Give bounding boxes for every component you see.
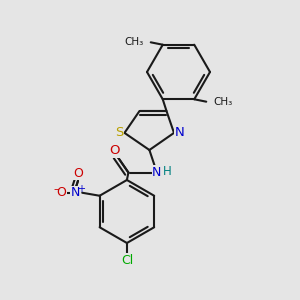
Text: S: S (115, 126, 123, 140)
Text: N: N (152, 166, 162, 179)
Text: –: – (53, 184, 58, 194)
Text: H: H (163, 165, 172, 178)
Text: O: O (56, 186, 66, 199)
Text: O: O (109, 144, 119, 157)
Text: Cl: Cl (121, 254, 133, 267)
Text: N: N (71, 186, 80, 199)
Text: N: N (175, 126, 184, 140)
Text: CH₃: CH₃ (124, 37, 143, 47)
Text: +: + (77, 184, 85, 194)
Text: CH₃: CH₃ (214, 97, 233, 107)
Text: O: O (73, 167, 83, 180)
